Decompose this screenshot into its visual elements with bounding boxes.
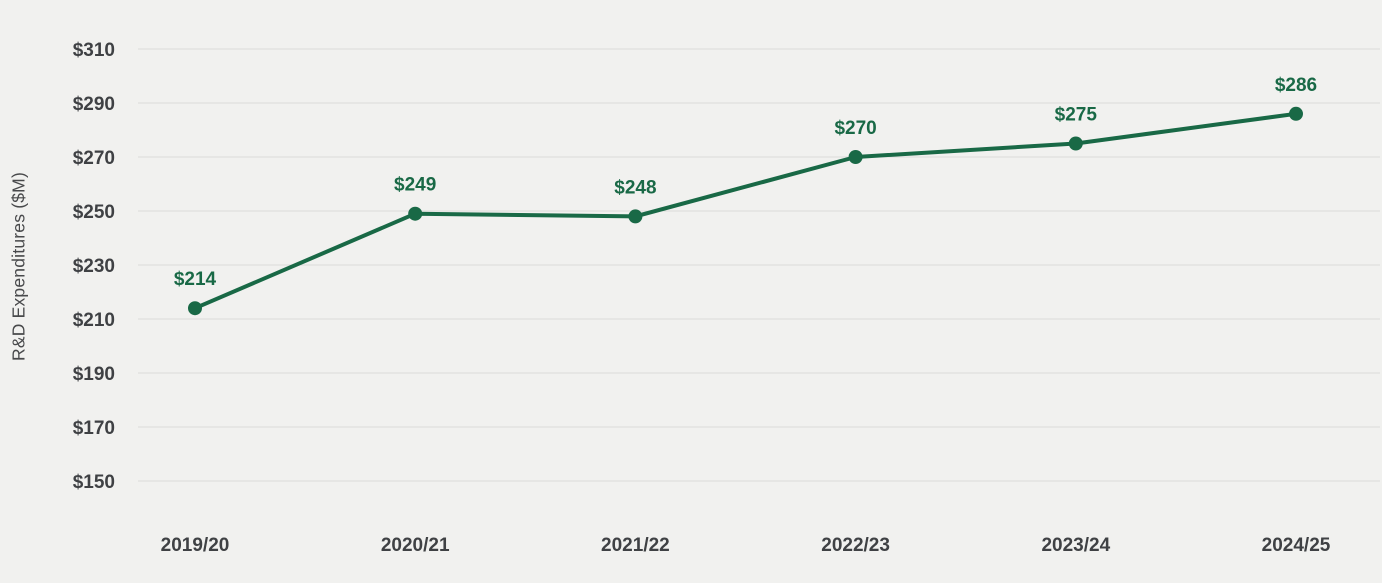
y-tick-label: $230 — [73, 256, 115, 277]
data-point-marker — [188, 301, 202, 316]
y-tick-label: $270 — [73, 148, 115, 169]
data-label: $248 — [614, 177, 656, 198]
y-tick-label: $290 — [73, 94, 115, 115]
y-tick-label: $170 — [73, 418, 115, 439]
x-tick-label: 2019/20 — [161, 535, 230, 556]
x-tick-label: 2022/23 — [821, 535, 890, 556]
x-tick-label: 2023/24 — [1041, 535, 1110, 556]
x-tick-label: 2024/25 — [1262, 535, 1331, 556]
y-tick-label: $210 — [73, 310, 115, 331]
y-tick-label: $250 — [73, 202, 115, 223]
data-point-marker — [1289, 106, 1303, 121]
y-tick-label: $310 — [73, 40, 115, 61]
y-axis-title: R&D Expenditures ($M) — [8, 172, 29, 361]
data-point-marker — [628, 209, 643, 224]
data-point-marker — [408, 206, 423, 221]
data-point-marker — [1068, 136, 1083, 151]
y-tick-label: $150 — [73, 472, 115, 493]
data-point-marker — [848, 150, 863, 164]
data-label: $249 — [394, 175, 436, 196]
data-label: $270 — [834, 118, 876, 139]
x-tick-label: 2021/22 — [601, 535, 670, 556]
data-label: $286 — [1275, 75, 1317, 96]
x-tick-label: 2020/21 — [381, 535, 450, 556]
data-label: $214 — [174, 269, 217, 290]
y-tick-label: $190 — [73, 364, 115, 385]
series-line — [193, 111, 1298, 311]
data-label: $275 — [1055, 105, 1098, 126]
